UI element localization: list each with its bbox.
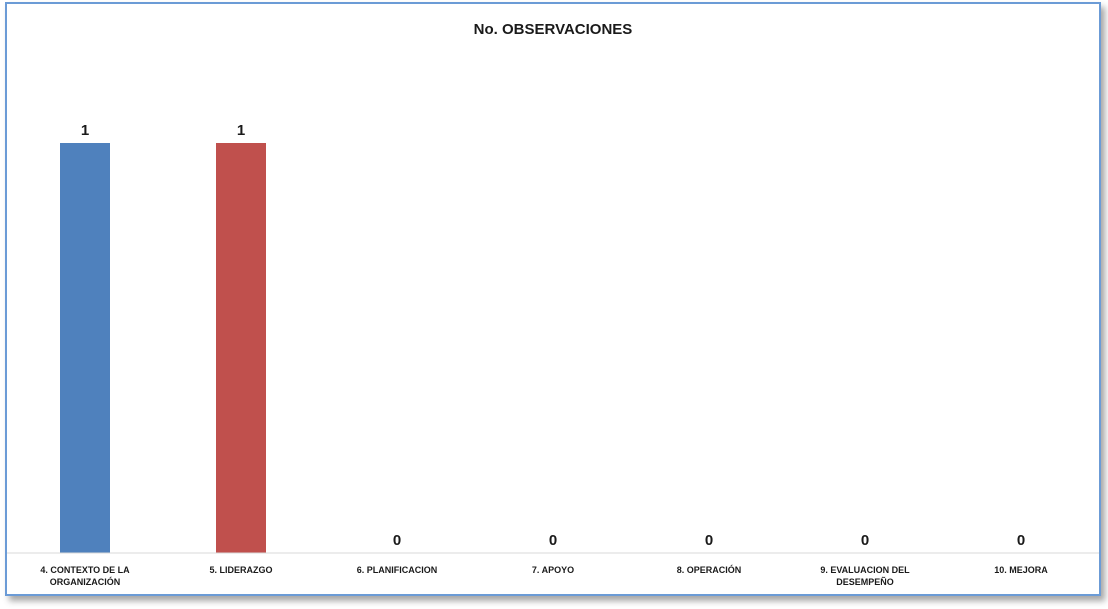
x-tick-label-line: ORGANIZACIÓN	[50, 576, 121, 587]
x-tick-label-line: 4. CONTEXTO DE LA	[40, 565, 130, 575]
data-label-2: 1	[237, 122, 245, 139]
x-tick-labels-group: 4. CONTEXTO DE LA ORGANIZACIÓN 5. LIDERAZG…	[40, 564, 1048, 587]
x-tick-label-7: 10. MEJORA	[994, 565, 1048, 575]
data-label-1: 1	[81, 122, 89, 139]
x-tick-label-1: 4. CONTEXTO DE LA ORGANIZACIÓN	[40, 565, 130, 587]
data-labels-group: 1 1 0 0 0 0 0	[81, 122, 1025, 549]
x-tick-label-line: 9. EVALUACION DEL	[820, 565, 910, 575]
chart-title: No. OBSERVACIONES	[474, 21, 633, 38]
data-label-7: 0	[1017, 532, 1025, 549]
chart-frame: No. OBSERVACIONES 1 1 0 0 0 0 0 4. CONTEXTO DE…	[5, 2, 1101, 596]
bars-group	[60, 143, 266, 553]
bar-2	[216, 143, 266, 553]
data-label-3: 0	[393, 532, 401, 549]
x-tick-label-line: 10. MEJORA	[994, 565, 1048, 575]
data-label-4: 0	[549, 532, 557, 549]
x-tick-label-line: 6. PLANIFICACION	[357, 565, 438, 575]
data-label-6: 0	[861, 532, 869, 549]
x-tick-label-line: 5. LIDERAZGO	[209, 565, 272, 575]
x-tick-label-6: 9. EVALUACION DEL DESEMPEÑO	[820, 565, 910, 587]
x-tick-label-2: 5. LIDERAZGO	[209, 565, 272, 575]
data-label-5: 0	[705, 532, 713, 549]
x-tick-label-line: 7. APOYO	[532, 565, 574, 575]
x-tick-label-4: 7. APOYO	[532, 565, 574, 575]
x-tick-label-line: DESEMPEÑO	[836, 577, 894, 587]
bar-1	[60, 143, 110, 553]
x-tick-label-3: 6. PLANIFICACION	[357, 565, 438, 575]
x-tick-label-5: 8. OPERACIÓN	[677, 564, 742, 575]
x-tick-label-line: 8. OPERACIÓN	[677, 564, 742, 575]
bar-chart: No. OBSERVACIONES 1 1 0 0 0 0 0 4. CONTEXTO DE…	[7, 21, 1099, 587]
